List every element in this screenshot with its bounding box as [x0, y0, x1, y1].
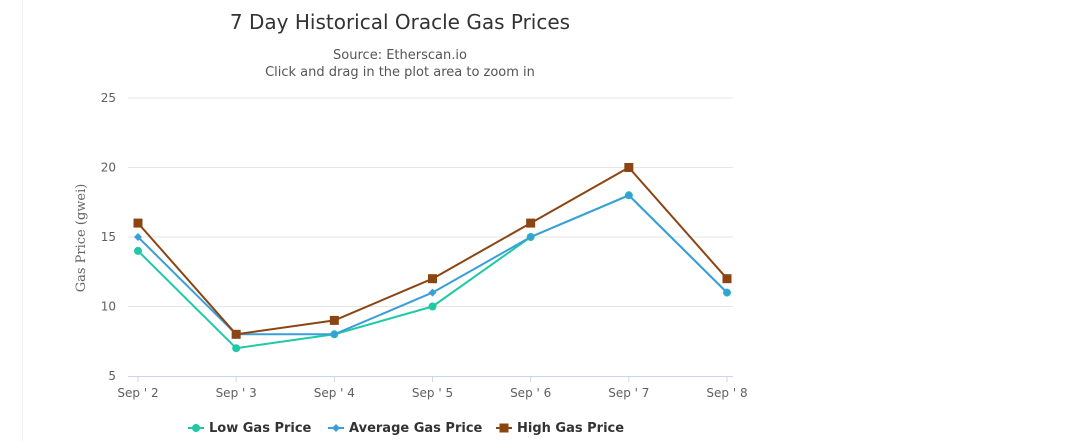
series-low-gas-price	[134, 191, 731, 353]
data-point-high-gas-price[interactable]	[624, 163, 634, 172]
x-tick-label: Sep ' 3	[216, 386, 257, 400]
data-point-low-gas-price[interactable]	[134, 246, 142, 255]
x-tick-label: Sep ' 7	[608, 386, 649, 400]
data-point-average-gas-price[interactable]	[723, 288, 731, 297]
data-point-low-gas-price[interactable]	[232, 344, 241, 353]
legend-marker-average-gas-price	[332, 424, 340, 432]
data-point-high-gas-price[interactable]	[526, 218, 536, 228]
x-tick-label: Sep ' 5	[412, 386, 453, 400]
data-point-average-gas-price[interactable]	[624, 191, 633, 200]
legend-label-low-gas-price: Low Gas Price	[209, 421, 312, 436]
data-point-average-gas-price[interactable]	[330, 330, 339, 339]
y-tick-label: 15	[101, 230, 116, 244]
data-point-average-gas-price[interactable]	[428, 288, 437, 297]
y-tick-label: 10	[101, 300, 116, 314]
x-tick-label: Sep ' 6	[510, 386, 551, 400]
data-point-high-gas-price[interactable]	[329, 315, 339, 325]
series-high-gas-price	[133, 163, 732, 339]
data-point-high-gas-price[interactable]	[231, 329, 241, 339]
page-left-border	[22, 0, 23, 441]
legend-item-high-gas-price[interactable]: High Gas Price	[496, 421, 624, 436]
data-point-average-gas-price[interactable]	[526, 233, 535, 241]
data-point-high-gas-price[interactable]	[428, 274, 437, 284]
legend-item-low-gas-price[interactable]: Low Gas Price	[188, 421, 312, 436]
chart-title: 7 Day Historical Oracle Gas Prices	[230, 10, 570, 34]
data-point-average-gas-price[interactable]	[134, 233, 142, 241]
legend-label-high-gas-price: High Gas Price	[517, 421, 624, 436]
series-line-average-gas-price	[137, 194, 728, 336]
x-tick-label: Sep ' 8	[706, 386, 747, 400]
data-point-high-gas-price[interactable]	[722, 274, 732, 284]
y-tick-label: 20	[101, 161, 116, 175]
y-axis-label: Gas Price (gwei)	[74, 184, 89, 293]
data-point-low-gas-price[interactable]	[428, 302, 437, 311]
legend-marker-high-gas-price	[499, 423, 509, 433]
x-tick-label: Sep ' 2	[117, 386, 158, 400]
y-tick-label: 5	[108, 369, 116, 383]
chart-subtitle-hint: Click and drag in the plot area to zoom …	[265, 65, 535, 80]
legend-item-average-gas-price[interactable]: Average Gas Price	[328, 421, 483, 436]
chart-subtitle: Source: Etherscan.io	[333, 48, 467, 63]
legend-label-average-gas-price: Average Gas Price	[349, 421, 483, 436]
legend-marker-low-gas-price	[192, 424, 200, 432]
y-axis-ticks: 5 10 15 20 25	[101, 91, 116, 383]
y-tick-label: 25	[101, 91, 116, 105]
series-average-gas-price	[134, 191, 731, 339]
data-point-high-gas-price[interactable]	[133, 218, 143, 228]
x-axis: Sep ' 2 Sep ' 3 Sep ' 4 Sep ' 5 Sep ' 6 Sep '…	[117, 376, 748, 400]
series-layer	[133, 163, 732, 353]
x-tick-label: Sep ' 4	[314, 386, 355, 400]
legend[interactable]: Low Gas Price Average Gas Price High Gas P…	[188, 421, 624, 436]
